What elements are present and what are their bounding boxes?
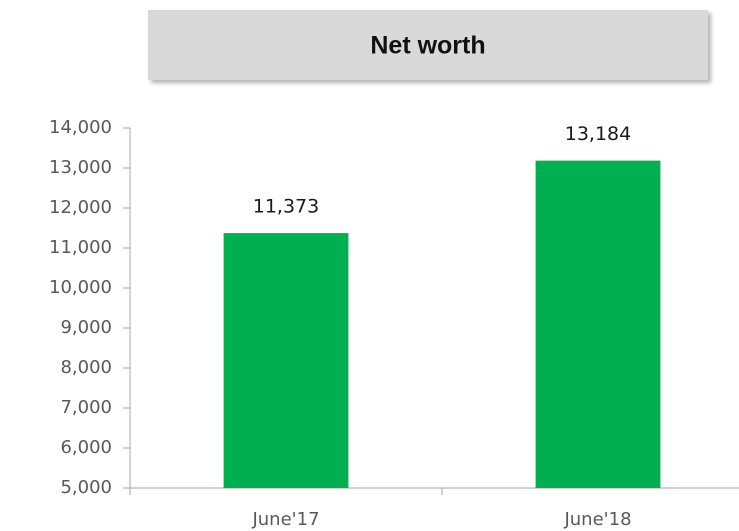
y-tick-label: 10,000	[49, 277, 112, 298]
x-tick-label: June'17	[251, 509, 319, 530]
y-tick-label: 6,000	[60, 437, 112, 458]
y-tick-label: 14,000	[49, 117, 112, 138]
value-label: 11,373	[253, 196, 319, 218]
y-tick-label: 5,000	[60, 477, 112, 498]
y-tick-label: 13,000	[49, 157, 112, 178]
chart-title: Net worth	[370, 32, 485, 60]
y-tick-label: 11,000	[49, 237, 112, 258]
y-tick-label: 12,000	[49, 197, 112, 218]
y-tick-label: 9,000	[60, 317, 112, 338]
bar	[535, 160, 661, 488]
x-tick-label: June'18	[563, 509, 631, 530]
title-box	[148, 10, 708, 80]
y-tick-label: 7,000	[60, 397, 112, 418]
value-label: 13,184	[565, 123, 631, 145]
bar	[223, 233, 349, 488]
y-tick-label: 8,000	[60, 357, 112, 378]
